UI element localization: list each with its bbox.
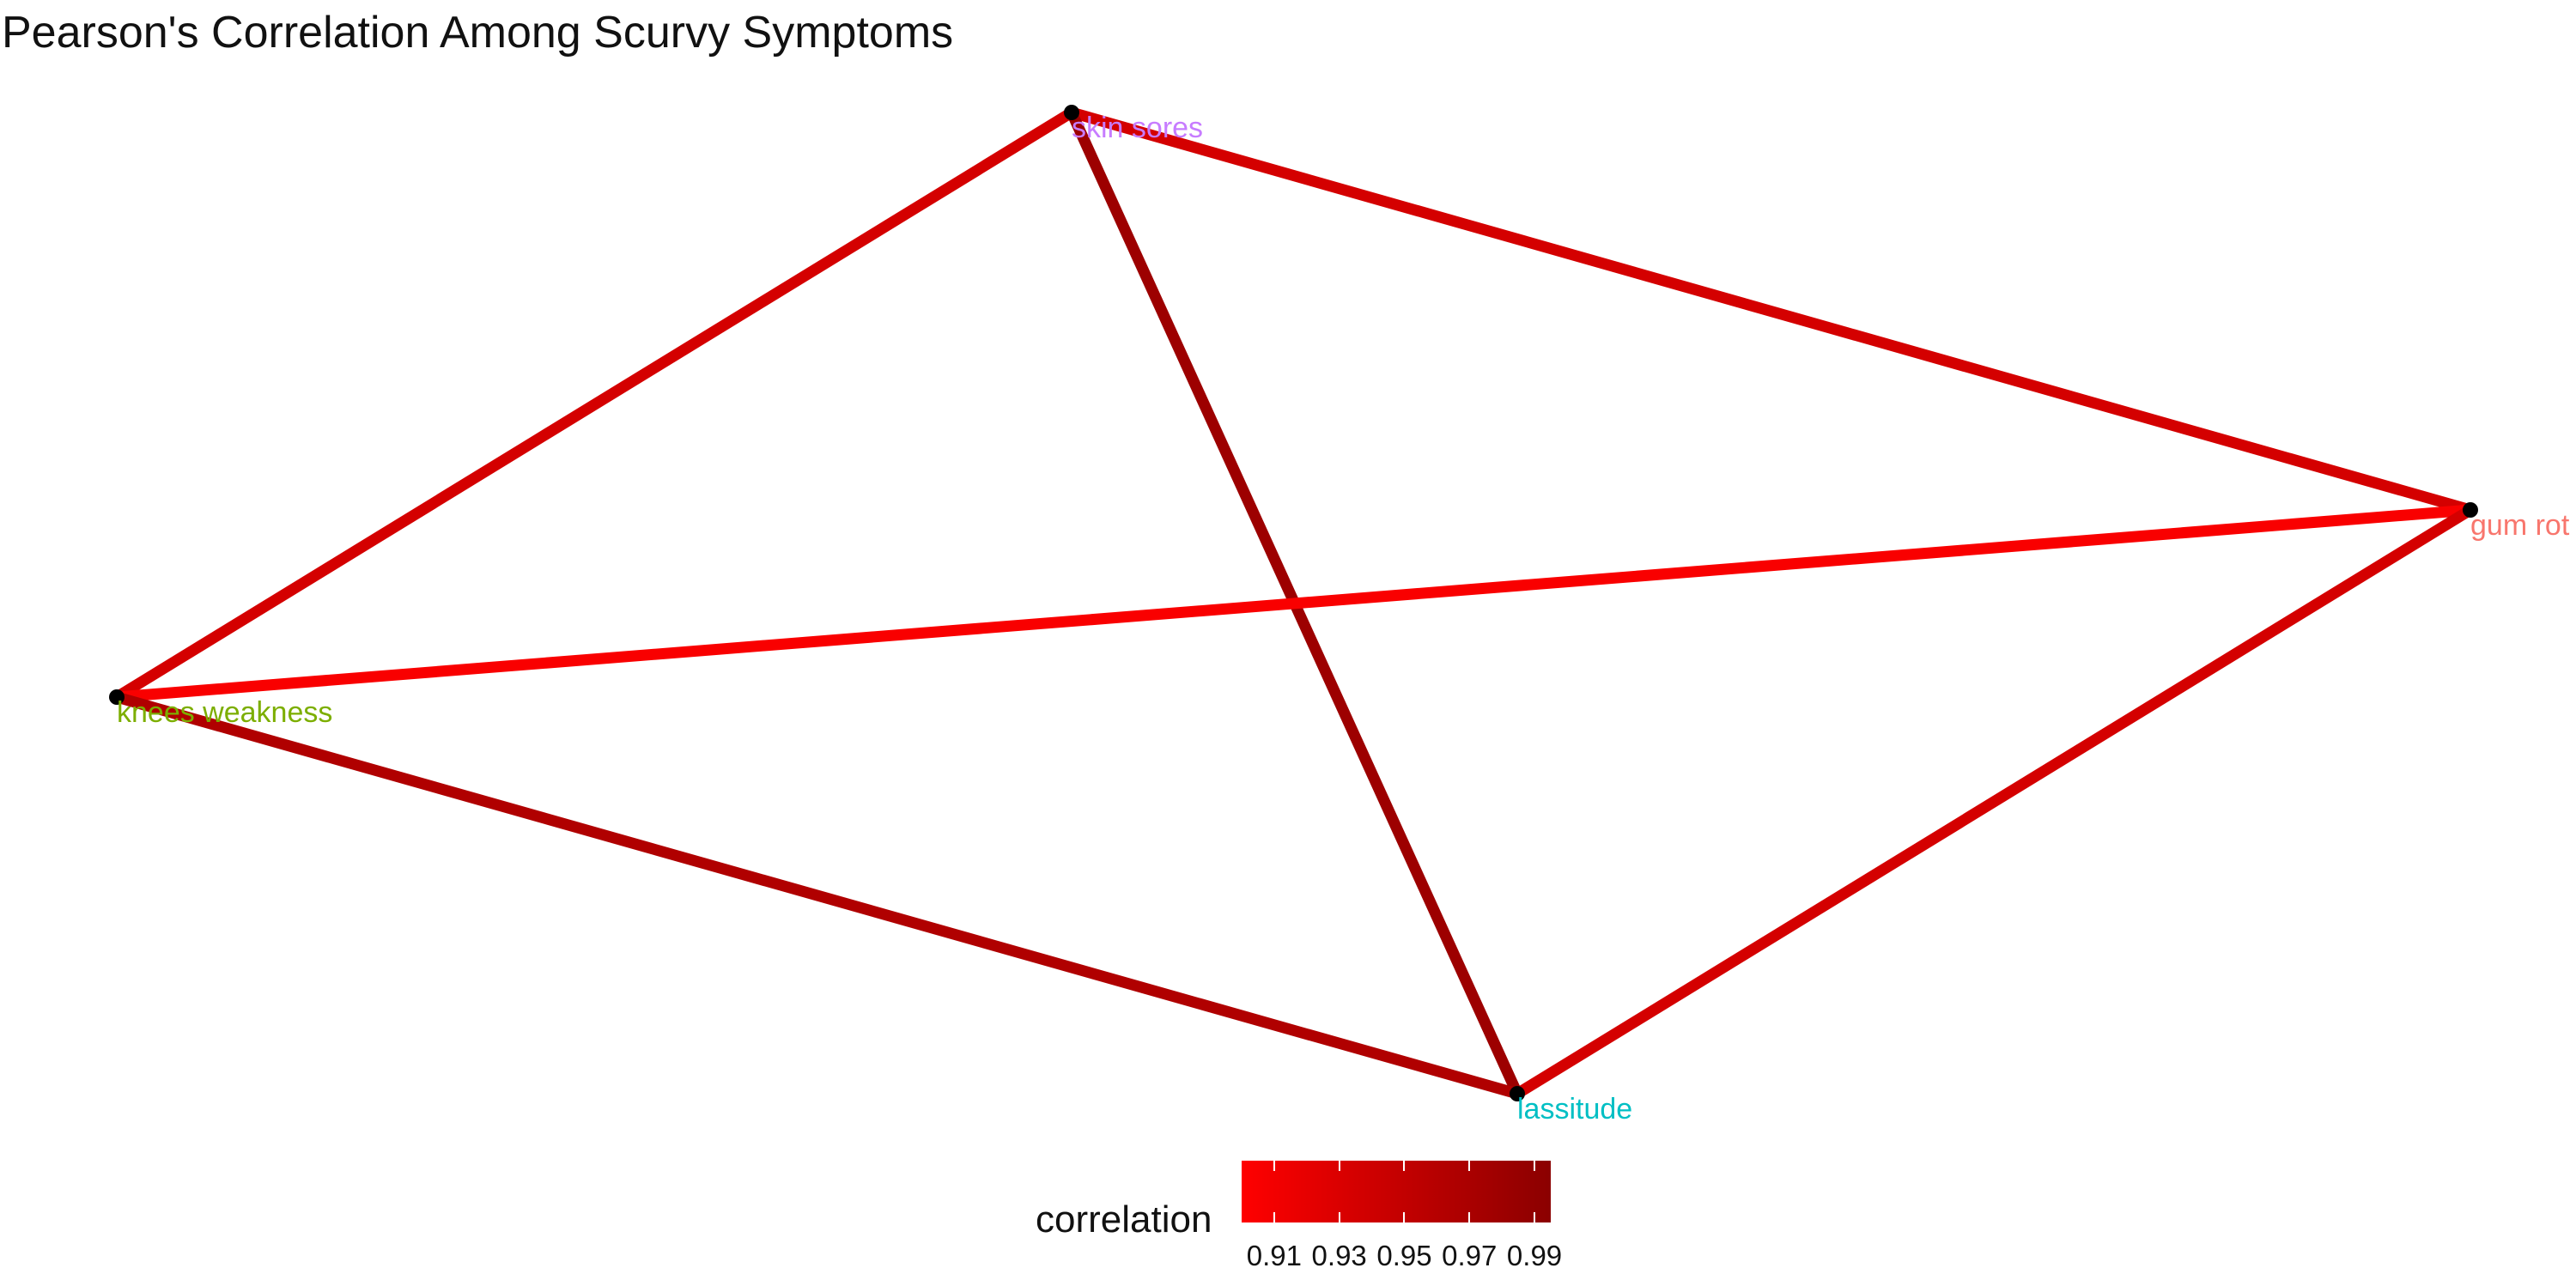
legend-tick <box>1534 1161 1536 1222</box>
edge-gum-rot-lassitude <box>1514 505 2474 1099</box>
legend-tick-labels: 0.91 0.93 0.95 0.97 0.99 <box>1242 1240 1562 1274</box>
node-point-gum-rot <box>2463 502 2478 518</box>
legend-tick <box>1273 1161 1275 1222</box>
edge-knees-weakness-lassitude <box>115 691 1519 1100</box>
node-point-knees-weakness <box>109 689 125 705</box>
legend-tick-label: 0.95 <box>1376 1240 1432 1271</box>
page-title: Pearson's Correlation Among Scurvy Sympt… <box>2 8 954 58</box>
node-point-lassitude <box>1510 1086 1525 1101</box>
node-label-lassitude: lassitude <box>1517 1093 1632 1125</box>
nodes-layer <box>109 105 2478 1101</box>
legend-tick <box>1468 1161 1471 1222</box>
edge-skin-sores-gum-rot <box>1070 106 2472 516</box>
node-label-knees-weakness: knees weakness <box>117 696 332 729</box>
node-label-gum-rot: gum rot <box>2470 509 2570 542</box>
legend-tick-label: 0.93 <box>1311 1240 1367 1271</box>
edge-gum-rot-knees-weakness <box>116 504 2471 703</box>
labels-layer: skin sores gum rot knees weakness lassitude <box>117 112 2570 1125</box>
legend-tick <box>1403 1161 1406 1222</box>
edges-layer <box>113 106 2474 1100</box>
legend-tick-label: 0.99 <box>1506 1240 1563 1271</box>
edge-skin-sores-knees-weakness <box>113 107 1075 702</box>
node-label-skin-sores: skin sores <box>1072 112 1203 144</box>
legend-title: correlation <box>1036 1198 1212 1241</box>
legend: correlation 0.91 0.93 0.95 0.97 0.99 <box>1036 1161 1585 1271</box>
legend-colorbar <box>1242 1161 1551 1222</box>
legend-tick <box>1338 1161 1340 1222</box>
node-point-skin-sores <box>1064 105 1079 120</box>
legend-tick-label: 0.97 <box>1442 1240 1498 1271</box>
legend-tick-label: 0.91 <box>1246 1240 1303 1271</box>
